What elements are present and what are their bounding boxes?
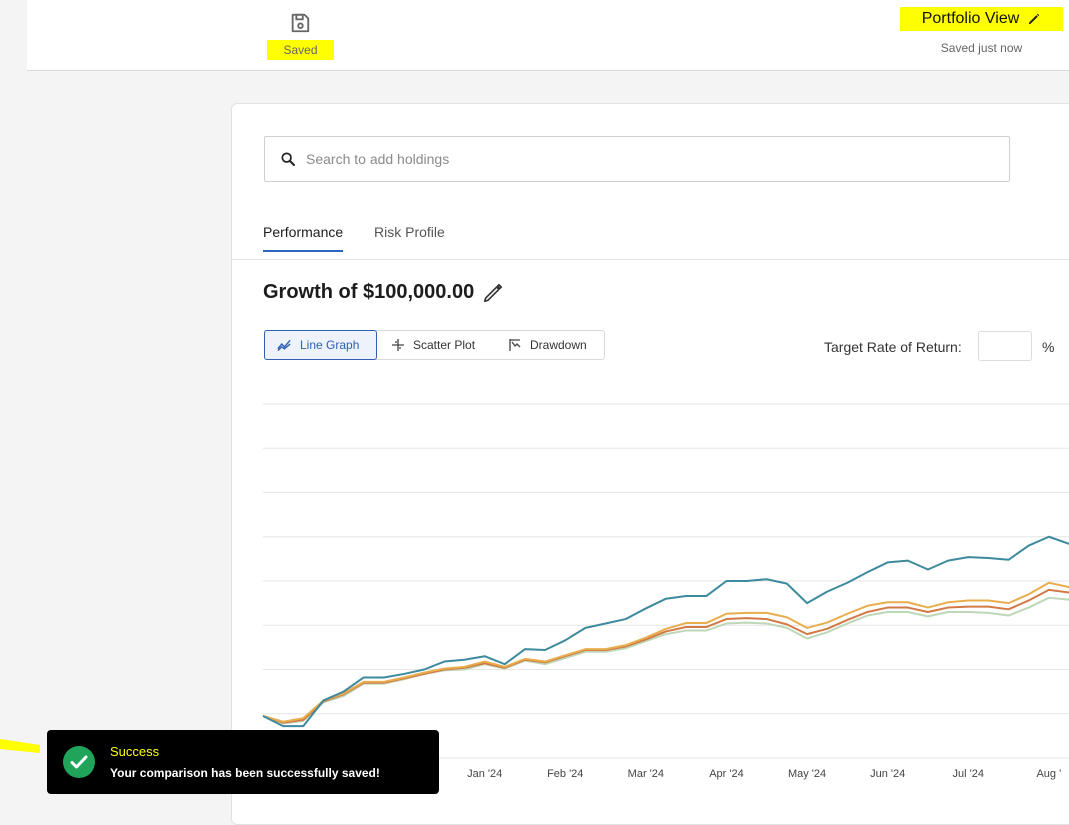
x-tick-label: Aug ' <box>1036 768 1061 780</box>
saved-badge: Saved <box>267 40 334 60</box>
toast-title: Success <box>110 744 160 759</box>
tab-bar: Performance Risk Profile <box>232 216 1069 260</box>
toast-message: Your comparison has been successfully sa… <box>110 766 380 780</box>
pencil-icon[interactable] <box>482 282 504 304</box>
portfolio-header: Portfolio View Saved just now <box>900 0 1063 70</box>
series-line-1 <box>262 535 1069 728</box>
x-tick-label: Mar '24 <box>628 768 664 780</box>
line-graph-icon <box>277 339 291 351</box>
search-input[interactable] <box>306 137 986 181</box>
highlight-marker <box>0 739 40 753</box>
floppy-disk-icon <box>291 13 310 33</box>
drawdown-label: Drawdown <box>530 338 587 352</box>
series-line-3 <box>262 588 1069 724</box>
growth-title: Growth of $100,000.00 <box>263 281 475 303</box>
drawdown-icon <box>509 339 521 351</box>
series-line-2 <box>262 581 1069 723</box>
top-bar: Saved Portfolio View Saved just now <box>27 0 1069 71</box>
chart-grid <box>263 403 1069 759</box>
chart-view-toggle: Line Graph Scatter Plot Drawdown <box>264 330 605 360</box>
line-graph-label: Line Graph <box>300 338 360 352</box>
pencil-icon[interactable] <box>1027 12 1041 26</box>
growth-heading: Growth of $100,000.00 <box>263 281 504 304</box>
drawdown-button[interactable]: Drawdown <box>496 330 604 360</box>
target-return-label: Target Rate of Return: <box>824 339 962 355</box>
scatter-plot-icon <box>392 339 404 351</box>
search-box[interactable] <box>264 136 1010 182</box>
percent-sign: % <box>1042 339 1055 355</box>
target-return-input[interactable] <box>978 331 1032 361</box>
line-graph-button[interactable]: Line Graph <box>264 330 377 360</box>
chart-series <box>262 535 1069 728</box>
check-circle-icon <box>63 746 95 778</box>
search-icon <box>281 152 295 166</box>
portfolio-title[interactable]: Portfolio View <box>900 7 1063 31</box>
tab-risk-profile[interactable]: Risk Profile <box>374 224 445 240</box>
scatter-plot-button[interactable]: Scatter Plot <box>379 330 495 360</box>
x-tick-label: Apr '24 <box>709 768 744 780</box>
x-tick-label: Jan '24 <box>467 768 502 780</box>
tab-performance[interactable]: Performance <box>263 224 344 252</box>
portfolio-card: Performance Risk Profile Growth of $100,… <box>231 103 1069 825</box>
saved-timestamp: Saved just now <box>940 41 1023 55</box>
success-toast: Success Your comparison has been success… <box>47 730 439 794</box>
portfolio-title-text: Portfolio View <box>921 10 1020 27</box>
x-tick-label: Jul '24 <box>953 768 984 780</box>
scatter-plot-label: Scatter Plot <box>413 338 476 352</box>
save-status[interactable]: Saved <box>267 0 334 70</box>
x-tick-label: Jun '24 <box>870 768 905 780</box>
x-tick-label: May '24 <box>788 768 826 780</box>
x-tick-label: Feb '24 <box>547 768 583 780</box>
